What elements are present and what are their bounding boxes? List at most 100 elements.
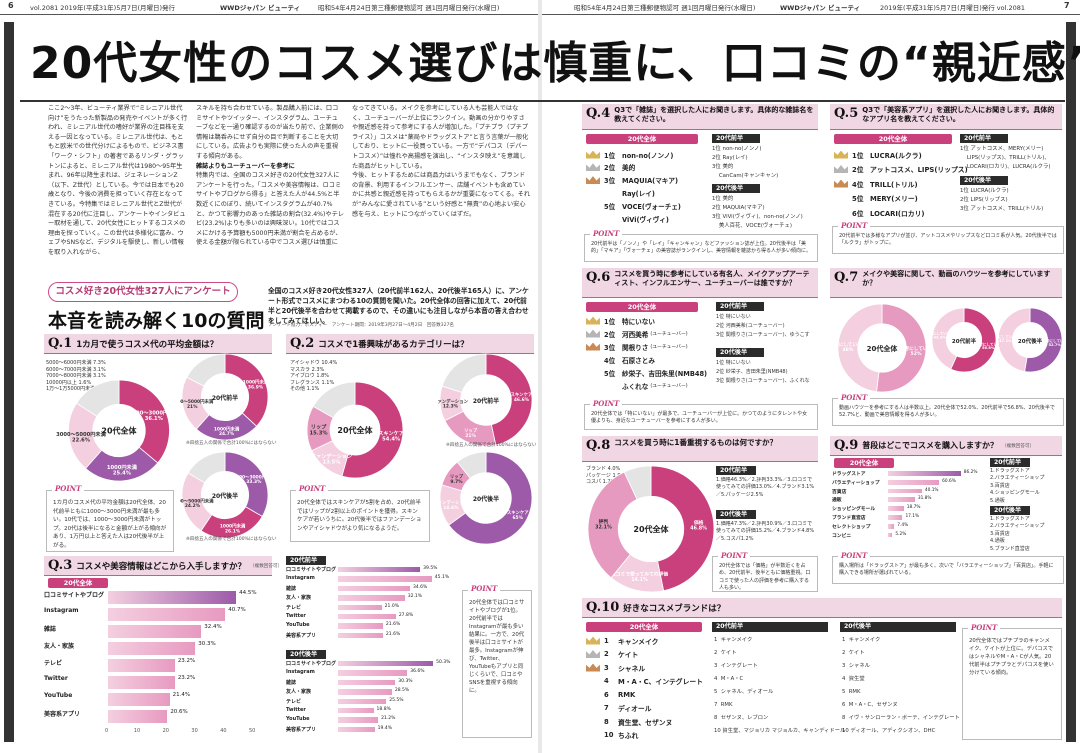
- bar-value: 50.3%: [436, 660, 451, 665]
- q4-ranking: 1位 non-no(ノンノ) 2位 美的 3位 MAQUIA(マキア) Ray(レイ) 5位 V…: [586, 148, 706, 228]
- ranking-row: 2 ケイト: [586, 648, 638, 661]
- ranking-row: 7 ディオール: [586, 702, 652, 715]
- bar-value: 21.6%: [385, 631, 401, 637]
- q2-donut-main: スキンケア 54.4% ファンデーション 13.5% リップ 15.3% 20代全体: [306, 381, 404, 479]
- q2-note: ※四捨五入の関係で合計100%にはならない: [446, 443, 537, 448]
- headline: 20代女性のコスメ選びは慎重に、口コミの“親近感”が鍵: [30, 38, 1080, 89]
- rank-number: 8: [604, 717, 609, 726]
- bar-value: 86.2%: [963, 470, 978, 475]
- ranking-row: 10 ちふれ: [586, 729, 638, 742]
- q5-late-list: 1位 LUCRA(ルクラ) 2位 LIPS(リップス) 3位 アットコスメ、TR…: [960, 188, 1044, 212]
- donut-slice-label: 1000円未満 25.4%: [107, 463, 138, 477]
- bar-label: セレクトショップ: [832, 524, 871, 530]
- postal-right: 昭和54年4月24日第三種郵便物認可 週1回月曜日発行(水曜日): [574, 4, 756, 12]
- donut-center-label: 20代後半: [1018, 337, 1043, 345]
- q3-head: 20代全体: [48, 578, 108, 588]
- q7-donut-late: 参考にしている52.7% 参考にしていない47.3%20代後半: [996, 307, 1064, 373]
- q5-question: Q3で「美容系アプリ」を選択した人にお聞きします。具体的なアプリ名を教えてくださ…: [862, 106, 1055, 123]
- q6-early-head: 20代前半: [716, 302, 764, 311]
- rank-number: 2位: [604, 164, 616, 173]
- bar: [888, 515, 903, 520]
- bar: [888, 488, 922, 494]
- bar-value: 28.5%: [394, 688, 410, 694]
- q3-early-chart: 口コミサイトやブログ 39.5% Instagram 45.1% 雑誌 34.6% 友人・家…: [286, 566, 466, 642]
- q7-question: メイクや美容に関して、動画のハウツーを参考にしていますか？: [862, 270, 1051, 288]
- rank-name: TRILL(トリル): [870, 180, 918, 189]
- q3-question: コスメや美容情報はどこから入手しますか？: [76, 561, 246, 572]
- bar: [338, 576, 432, 582]
- rank-name: RMK: [618, 690, 636, 699]
- rank-name: ふくれな: [622, 382, 649, 391]
- survey-title: 本音を読み解く10の質問: [48, 310, 265, 332]
- donut-slice: [187, 451, 226, 484]
- crown-icon: [586, 382, 600, 390]
- bar-label: 美容系アプリ: [286, 726, 317, 733]
- donut-slice-label: 1000〜3000円未満 36.1%: [129, 408, 179, 422]
- crown-icon: [586, 150, 600, 159]
- q1-header-bar: [44, 334, 272, 354]
- bar: [338, 726, 375, 733]
- ranking-row: 5位 MERY(メリー): [834, 192, 918, 205]
- q2-question: コスメで1番興味があるカテゴリーは？: [318, 339, 469, 350]
- q4-point-tag: POINT: [590, 229, 623, 238]
- donut-slice-label: 1000〜3000円未満33.3%: [233, 473, 270, 485]
- survey-tag: コスメ好き20代女性327人にアンケート: [48, 282, 238, 302]
- bar-label: Twitter: [286, 613, 306, 619]
- q6-ranking: 1位 特にいない 2位 河西美希 (ユーチューバー) 3位 関根りさ (ユーチューバー) 4位石…: [586, 314, 716, 396]
- article-col-2b-text: 特集内では、全国のコスメ好きの20代女性327人にアンケートを行った。「コスメや…: [196, 172, 344, 247]
- bar-label: YouTube: [286, 622, 310, 629]
- donut-center-label: 20代全体: [867, 344, 899, 353]
- q3-header-bar: [44, 556, 272, 576]
- q5-head: 20代全体: [834, 134, 952, 144]
- q5-early-head: 20代前半: [960, 134, 1008, 143]
- article-col-3: なってきている。メイクを参考にしている人も芸能人ではなく、ユーチューバーが上位に…: [352, 104, 530, 270]
- bar: [108, 710, 168, 723]
- rank-number: 5位: [852, 195, 864, 203]
- q1-number: Q.1: [48, 336, 73, 351]
- bar-value: 36.6%: [410, 669, 425, 675]
- bar-value: 32.4%: [204, 624, 222, 630]
- q3-note: （複数回答可）: [250, 563, 283, 569]
- crown-icon: [586, 718, 600, 726]
- donut-slice-label: 参考にしている52%: [900, 345, 928, 357]
- rank-name: 美的: [622, 164, 636, 173]
- q4-header-bar: [582, 104, 818, 130]
- rank-name: VOCE(ヴォーチェ): [622, 202, 681, 211]
- q8-late-head: 20代後半: [716, 510, 756, 519]
- q10-header: Q.10 好きなコスメブランドは？: [586, 600, 725, 615]
- ranking-row: 5位 VOCE(ヴォーチェ): [586, 199, 681, 212]
- q6-header-bar: [582, 268, 818, 298]
- q4-head: 20代全体: [586, 134, 698, 144]
- q10-number: Q.10: [586, 600, 620, 615]
- q6-late-list: 1位 特にいない 2位 紗栄子、吉田朱里(NMB48) 3位 関根りさ(ユーチュ…: [716, 360, 810, 384]
- q2-number: Q.2: [290, 336, 315, 351]
- bar-label: ブランド直営店: [832, 516, 866, 521]
- q10-header-bar: [582, 598, 1062, 618]
- crown-icon: [586, 329, 600, 338]
- rank-name: LUCRA(ルクラ): [870, 151, 922, 160]
- q6-early-list: 1位 特にいない 2位 河西美希(ユーチューバー) 3位 関根りさ(ユーチューバ…: [716, 314, 810, 338]
- bar-label: Instagram: [44, 607, 79, 614]
- page-number-right: 7: [1064, 1, 1070, 10]
- bar-label: ドラッグストア: [832, 472, 866, 477]
- q3-point-tag: POINT: [468, 584, 501, 593]
- q10-question: 好きなコスメブランドは？: [623, 603, 726, 614]
- survey-intro: 全国のコスメ好き20代女性327人（20代前半162人、20代後半165人）に、…: [268, 287, 529, 325]
- q8-header-bar: [582, 436, 818, 462]
- q9-number: Q.9: [834, 438, 859, 453]
- axis-tick-label: 0: [105, 728, 109, 734]
- rank-name: 河西美希: [622, 330, 649, 339]
- bar-value: 40.1%: [924, 487, 939, 493]
- q2-point-box: 20代全体ではスキンケアが5割を占め、20代前半ではリップが2割以上のポイントを…: [290, 490, 430, 542]
- q3-bar-chart: 口コミサイトやブログ 44.5% Instagram 40.7% 雑誌 32.4% 友人・家…: [44, 590, 274, 740]
- bar-value: 25.5%: [389, 697, 404, 703]
- q10-ranking: 1 キャンメイク 2 ケイト 3 シャネル 4 M・A・C、インテグレート 6 RMK 7 ディオール…: [586, 634, 708, 744]
- vertical-strip-left: [4, 22, 14, 742]
- q9-header-bar: [830, 436, 1062, 456]
- donut-center-label: 20代前半: [473, 397, 499, 405]
- donut-slice-label: 評判 32.1%: [595, 518, 612, 530]
- q6-head: 20代全体: [586, 302, 698, 312]
- ranking-row: 4位 TRILL(トリル): [834, 177, 918, 190]
- bar: [338, 708, 374, 714]
- rank-name: ちふれ: [618, 732, 639, 740]
